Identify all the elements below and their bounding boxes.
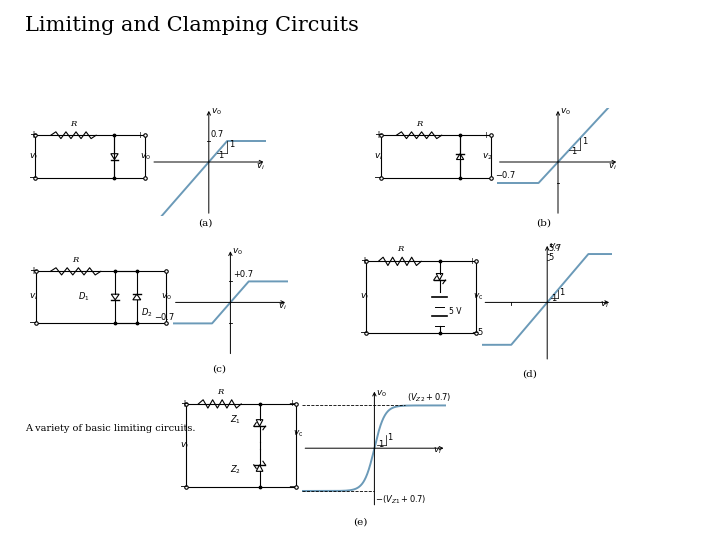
Text: +: + xyxy=(468,257,474,266)
Text: 1: 1 xyxy=(387,433,392,442)
Polygon shape xyxy=(111,154,118,159)
Text: 5 V: 5 V xyxy=(449,307,462,316)
Text: −: − xyxy=(29,173,37,183)
Text: 5.7: 5.7 xyxy=(549,245,562,253)
Text: −: − xyxy=(29,318,37,328)
Polygon shape xyxy=(256,465,263,471)
Text: +: + xyxy=(288,400,294,408)
Text: $v_i$: $v_i$ xyxy=(180,440,189,451)
Text: +: + xyxy=(137,131,143,140)
Text: −: − xyxy=(360,328,368,338)
Text: 1: 1 xyxy=(551,294,557,303)
Text: 0.7: 0.7 xyxy=(211,130,224,139)
Text: −0.7: −0.7 xyxy=(495,172,515,180)
Text: $v_0$: $v_0$ xyxy=(292,428,304,439)
Text: $v_0$: $v_0$ xyxy=(233,247,243,257)
Text: $v_i$: $v_i$ xyxy=(608,161,617,172)
Text: $v_i$: $v_i$ xyxy=(29,292,38,302)
Text: 1: 1 xyxy=(218,151,223,159)
Polygon shape xyxy=(133,294,141,300)
Text: $v_0$: $v_0$ xyxy=(560,106,571,117)
Text: Limiting and Clamping Circuits: Limiting and Clamping Circuits xyxy=(25,16,359,35)
Text: $v_0$: $v_0$ xyxy=(140,151,151,162)
Text: $v_i$: $v_i$ xyxy=(433,446,443,456)
Text: 1: 1 xyxy=(229,140,235,149)
Text: (e): (e) xyxy=(353,517,367,526)
Text: −: − xyxy=(288,483,294,491)
Text: +: + xyxy=(180,399,188,409)
Text: $Z_1$: $Z_1$ xyxy=(230,413,241,426)
Text: R: R xyxy=(397,245,403,253)
Text: R: R xyxy=(217,388,223,396)
Text: 1: 1 xyxy=(582,137,588,146)
Text: $v_i$: $v_i$ xyxy=(360,292,369,302)
Text: $(V_{Z2} + 0.7)$: $(V_{Z2} + 0.7)$ xyxy=(408,391,452,403)
Text: $v_i$: $v_i$ xyxy=(600,300,609,310)
Text: $v_i$: $v_i$ xyxy=(278,301,287,312)
Text: (d): (d) xyxy=(522,370,536,379)
Text: −0.7: −0.7 xyxy=(154,313,174,322)
Text: $v_0$: $v_0$ xyxy=(472,292,484,302)
Text: 5: 5 xyxy=(549,253,554,262)
Text: R: R xyxy=(416,120,422,129)
Text: −5: −5 xyxy=(472,328,484,336)
Text: 1: 1 xyxy=(378,440,384,449)
Polygon shape xyxy=(456,154,464,159)
Text: (c): (c) xyxy=(212,364,227,374)
Polygon shape xyxy=(256,420,263,426)
Text: $Z_2$: $Z_2$ xyxy=(230,463,241,476)
Text: $v_0$: $v_0$ xyxy=(161,292,172,302)
Text: +: + xyxy=(374,130,382,140)
Text: $v_2$: $v_2$ xyxy=(482,151,493,162)
Text: A variety of basic limiting circuits.: A variety of basic limiting circuits. xyxy=(25,424,196,433)
Text: $v_0$: $v_0$ xyxy=(376,389,387,400)
Polygon shape xyxy=(436,274,443,280)
Text: +: + xyxy=(29,130,37,140)
Text: R: R xyxy=(71,120,76,129)
Text: −: − xyxy=(374,173,382,183)
Text: −: − xyxy=(180,482,188,492)
Text: $v_i$: $v_i$ xyxy=(256,161,265,172)
Text: +: + xyxy=(482,131,489,140)
Text: (a): (a) xyxy=(198,219,212,228)
Text: R: R xyxy=(73,256,78,264)
Text: +: + xyxy=(29,266,37,276)
Text: $v_i$: $v_i$ xyxy=(374,151,384,162)
Text: $v_0$: $v_0$ xyxy=(211,106,222,117)
Text: 1: 1 xyxy=(559,288,564,297)
Text: $D_1$: $D_1$ xyxy=(78,291,89,303)
Text: $v_0$: $v_0$ xyxy=(549,242,559,252)
Text: 1: 1 xyxy=(571,146,576,156)
Text: +: + xyxy=(360,256,368,266)
Text: $D_2$: $D_2$ xyxy=(141,306,153,319)
Polygon shape xyxy=(111,294,119,300)
Text: (b): (b) xyxy=(536,219,551,228)
Text: $-(V_{Z1} + 0.7)$: $-(V_{Z1} + 0.7)$ xyxy=(375,494,427,507)
Text: +0.7: +0.7 xyxy=(233,270,253,279)
Text: $v_i$: $v_i$ xyxy=(29,151,38,162)
